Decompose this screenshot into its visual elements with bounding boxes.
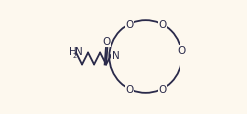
- Text: 2: 2: [73, 53, 77, 59]
- Text: N: N: [112, 50, 120, 60]
- Text: O: O: [177, 46, 185, 56]
- Text: O: O: [125, 84, 133, 94]
- Text: O: O: [158, 84, 166, 94]
- Text: O: O: [125, 20, 133, 30]
- Text: H: H: [69, 47, 77, 57]
- Text: O: O: [158, 20, 166, 30]
- Text: O: O: [103, 37, 111, 47]
- Text: N: N: [75, 47, 83, 57]
